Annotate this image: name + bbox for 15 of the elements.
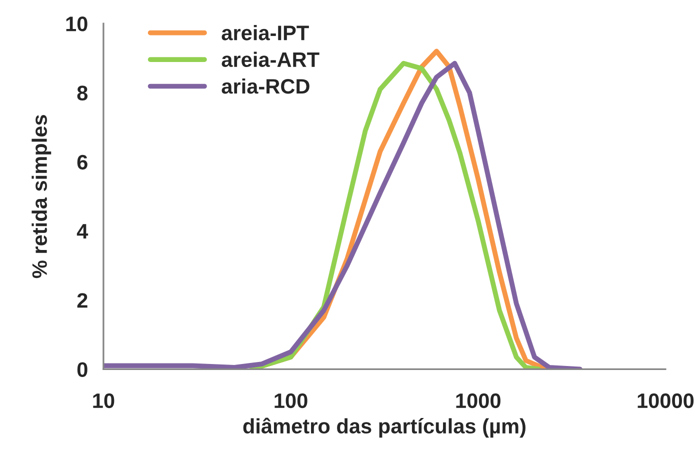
y-axis-title: % retida simples xyxy=(32,115,52,278)
x-tick-label: 10 xyxy=(93,393,114,408)
x-tick-label: 100 xyxy=(274,393,308,408)
x-tick-label: 10000 xyxy=(638,393,694,408)
y-tick-label: 8 xyxy=(77,86,88,100)
legend-label: areia-ART xyxy=(222,52,320,68)
y-tick-label: 6 xyxy=(77,154,88,170)
y-tick-label: 0 xyxy=(77,362,88,377)
x-tick-label: 1000 xyxy=(456,393,500,408)
y-tick-label: 4 xyxy=(76,224,88,238)
x-axis-title: diâmetro das partículas (µm) xyxy=(243,418,526,438)
legend-label: aria-RCD xyxy=(222,78,310,94)
legend-label: areia-IPT xyxy=(222,25,309,40)
y-tick-label: 10 xyxy=(66,16,88,32)
y-tick-label: 2 xyxy=(77,293,88,308)
